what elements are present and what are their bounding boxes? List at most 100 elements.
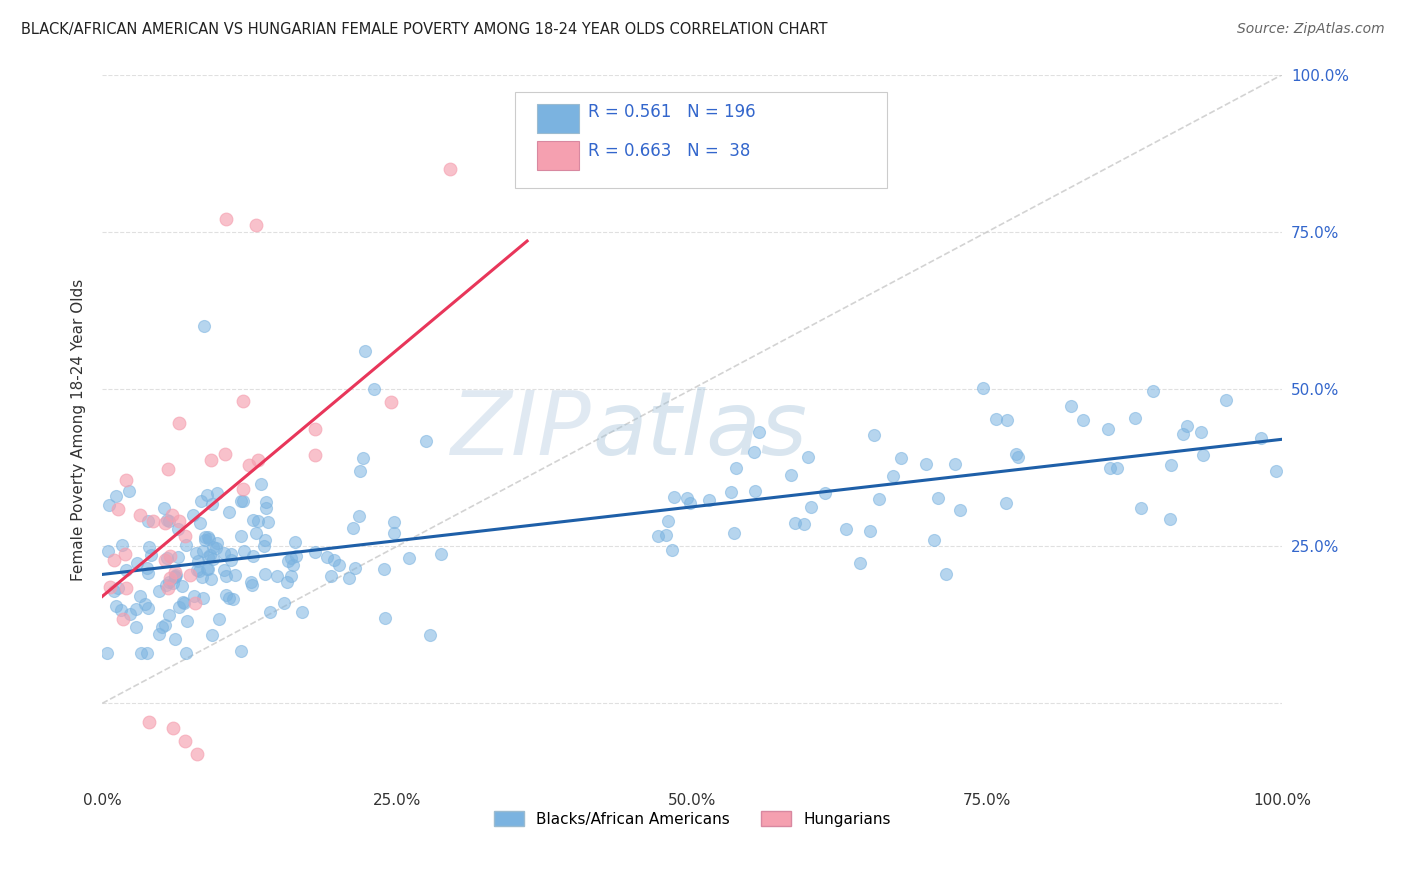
Y-axis label: Female Poverty Among 18-24 Year Olds: Female Poverty Among 18-24 Year Olds [72, 278, 86, 581]
Point [972, 381, 994, 395]
Point [194, 530, 217, 544]
Point [156, 551, 179, 566]
Point [191, 570, 214, 584]
Point [163, 570, 186, 584]
Point [647, 529, 669, 543]
Point [254, 533, 277, 548]
Point [167, 514, 190, 528]
Point [174, 529, 197, 543]
Point [253, 539, 276, 553]
Point [697, 493, 720, 508]
Point [191, 591, 214, 605]
Point [430, 547, 453, 561]
Point [814, 486, 837, 500]
Point [224, 567, 246, 582]
Point [342, 520, 364, 534]
Point [1192, 448, 1215, 462]
Point [419, 627, 441, 641]
Point [183, 508, 205, 523]
Point [328, 558, 350, 572]
Text: BLACK/AFRICAN AMERICAN VS HUNGARIAN FEMALE POVERTY AMONG 18-24 YEAR OLDS CORRELA: BLACK/AFRICAN AMERICAN VS HUNGARIAN FEMA… [21, 22, 828, 37]
Point [748, 425, 770, 439]
Point [1189, 425, 1212, 439]
Point [138, 601, 160, 615]
Point [142, 515, 165, 529]
Point [238, 458, 260, 472]
Point [184, 546, 207, 560]
Point [1097, 422, 1119, 436]
Point [382, 526, 405, 541]
Point [1250, 431, 1272, 445]
Point [157, 462, 180, 476]
Point [949, 502, 972, 516]
Point [214, 588, 236, 602]
Text: Source: ZipAtlas.com: Source: ZipAtlas.com [1237, 22, 1385, 37]
Point [1004, 447, 1026, 461]
Point [170, 579, 193, 593]
Point [214, 447, 236, 461]
Point [245, 526, 267, 541]
Point [98, 498, 121, 512]
Point [111, 538, 134, 552]
Point [259, 605, 281, 619]
Point [291, 605, 314, 619]
Point [153, 501, 176, 516]
Point [354, 344, 377, 359]
Point [415, 434, 437, 448]
Point [183, 589, 205, 603]
Point [204, 541, 226, 555]
Point [202, 540, 225, 554]
Point [195, 488, 218, 502]
Point [373, 562, 395, 576]
Point [110, 603, 132, 617]
Point [218, 505, 240, 519]
Point [363, 382, 385, 396]
Point [104, 489, 127, 503]
Point [98, 580, 121, 594]
Point [374, 610, 396, 624]
Point [125, 556, 148, 570]
Point [120, 607, 142, 621]
Point [215, 568, 238, 582]
Point [167, 416, 190, 430]
Point [115, 581, 138, 595]
Point [995, 413, 1018, 427]
Point [922, 533, 945, 547]
Point [779, 467, 801, 482]
Point [1265, 464, 1288, 478]
Point [125, 620, 148, 634]
Point [128, 589, 150, 603]
Point [136, 566, 159, 581]
Point [783, 516, 806, 530]
Point [138, 715, 160, 730]
Point [247, 453, 270, 467]
Point [281, 558, 304, 572]
Point [1107, 461, 1129, 475]
Point [882, 469, 904, 483]
Point [835, 523, 858, 537]
Point [201, 497, 224, 511]
Point [200, 453, 222, 467]
Point [679, 496, 702, 510]
Point [242, 513, 264, 527]
Point [135, 561, 157, 575]
Text: atlas: atlas [592, 387, 807, 473]
Point [148, 583, 170, 598]
Point [187, 554, 209, 568]
Point [198, 548, 221, 562]
Point [277, 554, 299, 568]
Point [212, 546, 235, 560]
Point [207, 485, 229, 500]
Point [723, 526, 745, 541]
Point [1160, 458, 1182, 472]
Point [118, 484, 141, 499]
Point [250, 476, 273, 491]
Point [173, 596, 195, 610]
Point [125, 601, 148, 615]
Point [280, 550, 302, 565]
Point [654, 527, 676, 541]
Point [165, 632, 187, 646]
Point [943, 458, 966, 472]
Point [796, 450, 818, 464]
Point [849, 557, 872, 571]
